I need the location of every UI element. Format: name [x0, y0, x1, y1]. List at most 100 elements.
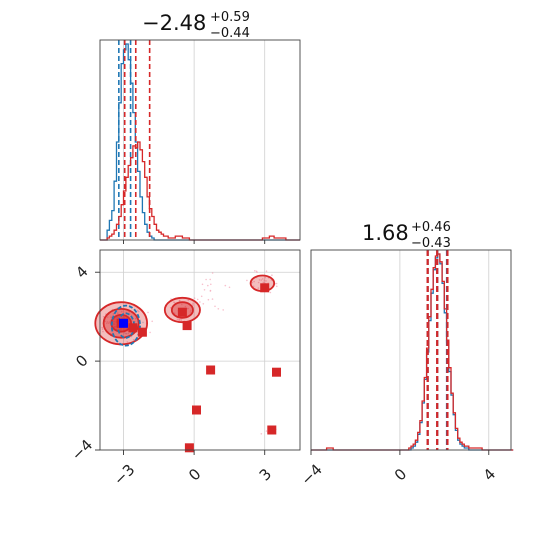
sample-dot	[257, 281, 260, 284]
sample-dot	[125, 332, 127, 335]
marginal-y-title: 1.68 +0.46 −0.43	[362, 220, 451, 251]
marginal-y-title-median: 1.68	[362, 221, 409, 245]
sample-dot	[246, 279, 248, 282]
joint-panel: −3 0 3 4 0 −4	[68, 249, 301, 489]
marginal-y-frame	[310, 249, 512, 451]
scatter-point	[128, 323, 138, 333]
sample-dot	[207, 284, 209, 287]
contour-level-1	[110, 304, 141, 347]
marginal-x-title-plus: +0.59	[210, 10, 250, 25]
sample-dot	[137, 310, 140, 313]
sample-dot	[187, 307, 189, 310]
marginal-x-frame	[99, 39, 301, 241]
marginal-x-title-median: −2.48	[142, 11, 206, 35]
sample-dot	[203, 289, 206, 291]
scatter-point	[206, 365, 216, 375]
histogram-series-0	[311, 253, 514, 451]
sample-dot	[169, 307, 172, 309]
marginal-y-title-plus: +0.46	[411, 220, 451, 235]
sample-dot	[112, 313, 115, 315]
sample-dot	[276, 285, 278, 288]
sample-dot	[196, 298, 199, 301]
sample-dot	[187, 299, 190, 301]
sample-dot	[106, 316, 109, 318]
sample-dot	[201, 283, 204, 286]
sample-dot	[181, 303, 183, 306]
sample-dot	[222, 309, 224, 311]
sample-dot	[217, 308, 220, 310]
sample-dot	[269, 291, 272, 294]
sample-dot	[252, 285, 255, 288]
sample-dot	[184, 305, 187, 308]
scatter-point	[192, 405, 201, 415]
scatter-point	[182, 321, 192, 331]
sample-dot	[173, 301, 175, 304]
sample-dot	[260, 433, 263, 435]
sample-dot	[102, 330, 104, 333]
sample-dot	[180, 319, 182, 322]
y-tick-label: −4	[68, 436, 96, 464]
sample-dot	[228, 286, 231, 289]
scatter-point	[272, 367, 281, 377]
sample-dot	[132, 339, 135, 341]
scatter-point	[267, 425, 277, 435]
sample-dot	[142, 321, 144, 324]
x-tick-label: 0	[185, 465, 204, 484]
sample-dot	[178, 318, 180, 321]
sample-dot	[106, 321, 109, 323]
sample-dot	[275, 282, 278, 285]
histogram-series-1	[311, 253, 514, 451]
sample-dot	[251, 281, 253, 284]
sample-dot	[205, 278, 207, 281]
sample-dot	[136, 309, 139, 312]
histogram-series-1	[100, 141, 300, 241]
sample-dot	[265, 270, 268, 273]
marginal-y-panel: −4 0 4	[298, 249, 514, 489]
x-tick-label: 3	[256, 465, 275, 484]
x-tick-label: −3	[110, 461, 138, 489]
sample-dot	[257, 287, 260, 289]
sample-dot	[264, 276, 267, 279]
sample-dot	[192, 304, 194, 306]
sample-dot	[147, 311, 149, 314]
sample-dot	[258, 279, 261, 281]
sample-dot	[176, 318, 179, 321]
x-tick-label: −4	[298, 461, 326, 489]
sample-dot	[102, 315, 105, 318]
y-tick-label: 4	[72, 262, 91, 281]
sample-dot	[224, 284, 227, 287]
sample-dot	[193, 297, 196, 300]
sample-dot	[108, 322, 110, 325]
sample-dot	[190, 309, 192, 312]
scatter-point	[177, 307, 187, 317]
sample-dot	[199, 301, 201, 303]
sample-dot	[261, 278, 264, 280]
sample-dot	[189, 311, 192, 313]
sample-dot	[126, 341, 129, 343]
sample-dot	[209, 278, 211, 281]
marginal-x-title: −2.48 +0.59 −0.44	[142, 10, 250, 41]
sample-dot	[209, 289, 212, 292]
sample-dot	[117, 312, 119, 314]
sample-dot	[202, 303, 205, 305]
scatter-point	[260, 283, 270, 293]
sample-dot	[265, 280, 267, 282]
sample-dot	[104, 320, 107, 323]
sample-dot	[254, 270, 256, 272]
scatter-point	[137, 327, 147, 337]
marginal-x-title-minus: −0.44	[210, 26, 250, 41]
scatter-point	[184, 443, 194, 453]
sample-dot	[135, 318, 137, 320]
sample-dot	[253, 280, 255, 283]
sample-dot	[151, 320, 153, 323]
scatter-point	[119, 318, 128, 328]
sample-dot	[106, 322, 108, 325]
sample-dot	[214, 305, 216, 308]
sample-dot	[192, 302, 194, 305]
sample-dot	[120, 310, 123, 313]
sample-dot	[265, 430, 268, 432]
sample-dot	[211, 298, 214, 300]
sample-dot	[271, 274, 273, 277]
sample-dot	[211, 272, 214, 274]
